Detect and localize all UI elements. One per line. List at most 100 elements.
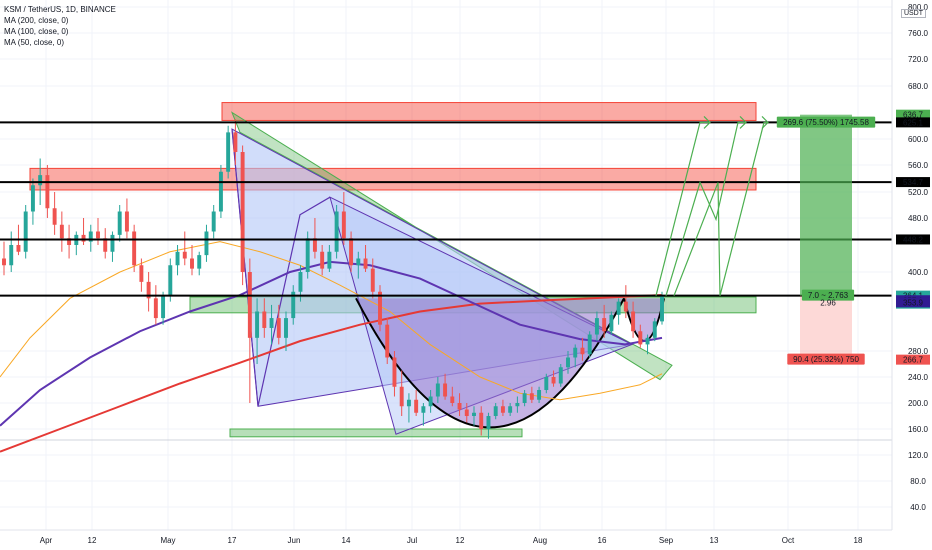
candle-body <box>45 175 50 209</box>
candle-body <box>81 234 86 242</box>
candle-body <box>124 211 129 232</box>
candle-body <box>291 291 296 319</box>
candle-body <box>363 258 368 269</box>
profit-zone[interactable] <box>800 114 852 296</box>
y-tick-label: 720.0 <box>908 55 929 64</box>
candle-body <box>392 357 397 387</box>
price-label-bg <box>896 177 930 188</box>
x-tick-label: May <box>160 536 175 545</box>
x-tick-label: 13 <box>710 536 719 545</box>
candle-body <box>645 337 650 345</box>
y-tick-label: 520.0 <box>908 188 929 197</box>
y-tick-label: 160.0 <box>908 425 929 434</box>
projection-arrowhead <box>703 116 711 129</box>
currency-label[interactable]: USDT <box>900 9 926 18</box>
y-tick-label: 80.0 <box>910 477 926 486</box>
y-tick-label: 200.0 <box>908 399 929 408</box>
ma200-line <box>0 294 663 453</box>
candle-body <box>638 331 643 345</box>
time-axis[interactable]: Apr 12 May 17 Jun 14 Jul 12 Aug 16 Sep 13 Oct 18 <box>40 536 863 545</box>
grid <box>0 0 892 530</box>
candle-body <box>464 409 469 416</box>
candle-body <box>269 318 274 328</box>
loss-zone[interactable] <box>800 295 852 360</box>
candle-body <box>30 185 35 212</box>
ma50-line <box>0 241 663 401</box>
resistance-zone <box>29 167 757 191</box>
candle-body <box>493 406 498 416</box>
price-label: 625.1 <box>903 118 924 127</box>
candle-body <box>139 265 144 282</box>
candle-body <box>117 211 122 235</box>
x-tick-label: 18 <box>854 536 863 545</box>
y-tick-label: 560.0 <box>908 161 929 170</box>
candle-body <box>414 399 419 413</box>
candle-body <box>349 238 354 266</box>
x-tick-label: 14 <box>342 536 351 545</box>
candle-body <box>284 318 288 338</box>
y-tick-label: 800.0 <box>908 3 929 12</box>
price-label: 534.7 <box>903 178 924 187</box>
candle-body <box>146 281 151 299</box>
candle-body <box>132 231 137 266</box>
position-tool[interactable]: 269.6 (75.50%) 1745.58 90.4 (25.32%) 750 7… <box>776 114 876 365</box>
candle-body <box>233 132 238 152</box>
candle-body <box>435 383 440 397</box>
price-label: 353.9 <box>903 298 924 307</box>
price-label: 636.7 <box>903 111 924 120</box>
candle-body <box>103 238 108 252</box>
candle-body <box>616 301 621 315</box>
candle-body <box>558 367 563 384</box>
y-tick-label: 480.0 <box>908 214 929 223</box>
legend: KSM / TetherUS, 1D, BINANCE MA (200, clo… <box>4 4 116 48</box>
projection-path <box>655 121 710 296</box>
price-axis[interactable]: 40.0 80.0 120.0 160.0 200.0 240.0 280.0 400.0 48… <box>908 3 929 512</box>
candle-body <box>67 238 72 245</box>
candle-body <box>652 321 657 338</box>
candle-body <box>399 386 404 407</box>
candle-body <box>660 295 664 322</box>
candle-body <box>153 298 158 319</box>
ratio-label-bg <box>801 289 855 301</box>
candle-body <box>262 311 267 328</box>
x-tick-label: 16 <box>598 536 607 545</box>
candle-body <box>211 211 216 232</box>
y-tick-label: 600.0 <box>908 135 929 144</box>
projection-path <box>673 121 768 296</box>
candle-body <box>500 406 505 413</box>
candle-body <box>312 238 317 252</box>
target-label: 269.6 (75.50%) 1745.58 <box>783 118 869 127</box>
price-label: 266.7 <box>903 356 924 365</box>
candle-body <box>240 152 245 272</box>
ma100-legend[interactable]: MA (100, close, 0) <box>4 27 69 36</box>
candle-body <box>594 318 599 335</box>
price-label-bg <box>896 117 930 128</box>
candle-body <box>580 347 585 355</box>
price-label: 448.2 <box>903 235 924 244</box>
candle-body <box>2 258 6 266</box>
ma50-legend[interactable]: MA (50, close, 0) <box>4 38 65 47</box>
candle-body <box>218 171 223 212</box>
x-tick-label: Aug <box>533 536 547 545</box>
candle-body <box>566 357 570 368</box>
candle-body <box>421 406 426 413</box>
pattern-drawings <box>230 111 673 435</box>
candle-body <box>59 224 64 239</box>
y-tick-label: 400.0 <box>908 268 929 277</box>
candle-body <box>587 334 592 355</box>
price-label-bg <box>896 234 930 245</box>
candle-body <box>457 403 462 410</box>
candle-body <box>479 412 484 429</box>
candle-body <box>551 377 556 384</box>
candle-body <box>23 211 28 252</box>
y-tick-label: 240.0 <box>908 373 929 382</box>
y-tick-label: 760.0 <box>908 29 929 38</box>
price-label-bg <box>896 354 930 365</box>
ma200-legend[interactable]: MA (200, close, 0) <box>4 16 69 25</box>
projection-path <box>665 121 746 296</box>
price-labels: 636.7625.1534.7448.2364.112:43:15357.135… <box>896 109 930 365</box>
candle-body <box>52 208 57 225</box>
symbol-title[interactable]: KSM / TetherUS, 1D, BINANCE <box>4 5 116 14</box>
candle-body <box>450 396 455 403</box>
